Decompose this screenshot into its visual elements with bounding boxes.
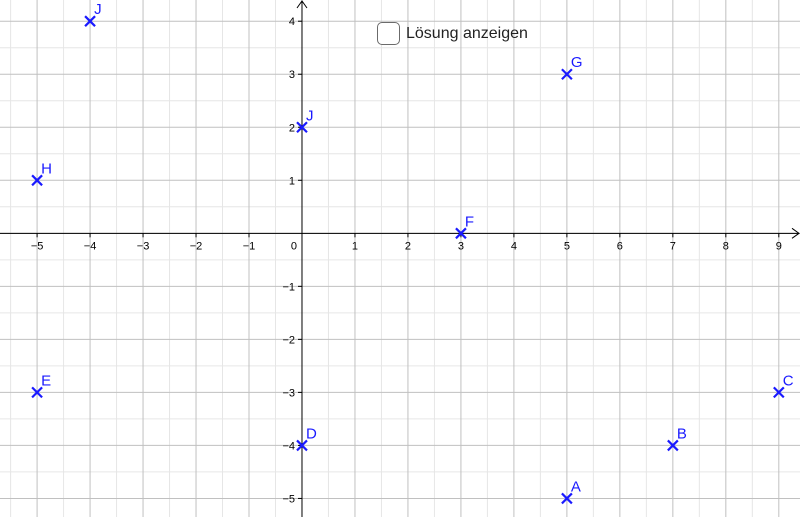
x-tick-label: 6 [617, 240, 623, 252]
point-d[interactable]: D [296, 425, 317, 452]
x-tick-label: 8 [723, 240, 729, 252]
point-marker[interactable] [561, 68, 573, 81]
point-label: A [571, 478, 581, 495]
x-tick-label: −2 [190, 240, 203, 252]
point-a[interactable]: A [561, 478, 581, 505]
y-tick-label: −3 [282, 387, 295, 399]
points[interactable]: A B C D E F G H J J [31, 1, 794, 505]
tick-labels: −5 −4 −3 −2 −1 0 1 2 3 4 5 6 7 8 9 −5 −4 −3 −2 −1 1 2 3 4 [31, 16, 782, 505]
x-tick-label: 4 [511, 240, 517, 252]
point-marker[interactable] [296, 439, 308, 452]
point-j[interactable]: J [296, 107, 314, 134]
y-tick-label: −4 [282, 440, 295, 452]
point-label: J [94, 1, 102, 18]
y-tick-label: −1 [282, 281, 295, 293]
x-tick-label: 3 [458, 240, 464, 252]
point-marker[interactable] [296, 121, 308, 134]
point-c[interactable]: C [773, 372, 794, 399]
y-tick-label: 1 [289, 175, 295, 187]
point-b[interactable]: B [667, 425, 687, 452]
y-tick-label: −2 [282, 334, 295, 346]
point-j[interactable]: J [84, 1, 102, 27]
y-axis-arrow [296, 0, 308, 9]
solution-label: Lösung anzeigen [406, 24, 528, 42]
point-label: B [677, 425, 687, 442]
x-tick-label: 9 [776, 240, 782, 252]
point-marker[interactable] [561, 492, 573, 505]
point-label: F [465, 213, 474, 230]
point-f[interactable]: F [455, 213, 474, 240]
point-marker[interactable] [31, 386, 43, 399]
x-tick-label: 5 [564, 240, 570, 252]
x-tick-label: −4 [84, 240, 97, 252]
x-tick-label: 2 [405, 240, 411, 252]
point-marker[interactable] [455, 227, 467, 240]
y-tick-label: 4 [289, 16, 295, 28]
point-g[interactable]: G [561, 54, 583, 81]
x-tick-label: 0 [291, 240, 297, 252]
x-tick-label: 7 [670, 240, 676, 252]
x-tick-label: 1 [352, 240, 358, 252]
x-tick-label: −5 [31, 240, 44, 252]
x-tick-label: −3 [137, 240, 150, 252]
point-label: H [41, 160, 52, 177]
x-tick-label: −1 [243, 240, 256, 252]
point-label: D [306, 425, 317, 442]
y-tick-label: 3 [289, 69, 295, 81]
solution-checkbox[interactable] [377, 22, 400, 45]
point-label: G [571, 54, 583, 71]
point-h[interactable]: H [31, 160, 52, 187]
solution-toggle[interactable]: Lösung anzeigen [377, 22, 528, 45]
point-marker[interactable] [667, 439, 679, 452]
point-e[interactable]: E [31, 372, 51, 399]
point-marker[interactable] [84, 15, 96, 27]
y-tick-label: −5 [282, 493, 295, 505]
point-marker[interactable] [773, 386, 785, 399]
point-label: E [41, 372, 51, 389]
point-label: J [306, 107, 314, 124]
y-tick-label: 2 [289, 122, 295, 134]
point-marker[interactable] [31, 174, 43, 187]
point-label: C [783, 372, 794, 389]
x-axis-arrow [791, 227, 800, 239]
